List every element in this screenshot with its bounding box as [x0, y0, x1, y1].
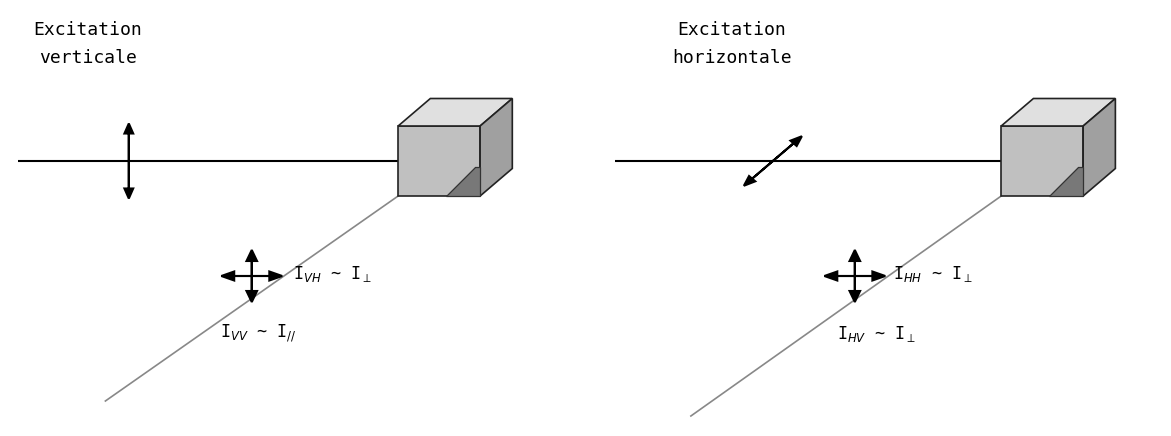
FancyArrow shape: [221, 272, 252, 280]
FancyArrow shape: [247, 276, 256, 302]
Polygon shape: [1001, 126, 1083, 196]
FancyArrow shape: [252, 272, 282, 280]
Text: horizontale: horizontale: [672, 48, 792, 67]
Polygon shape: [1083, 99, 1115, 196]
FancyArrow shape: [850, 250, 860, 276]
Polygon shape: [398, 99, 513, 126]
Text: I$_{HH}$ ~ I$_{\perp}$: I$_{HH}$ ~ I$_{\perp}$: [893, 263, 973, 283]
FancyArrow shape: [124, 161, 133, 198]
FancyArrow shape: [824, 272, 855, 280]
Polygon shape: [398, 126, 480, 196]
Polygon shape: [1001, 99, 1115, 126]
Polygon shape: [446, 167, 480, 196]
FancyArrow shape: [850, 276, 860, 302]
Text: I$_{VH}$ ~ I$_{\perp}$: I$_{VH}$ ~ I$_{\perp}$: [293, 263, 372, 283]
FancyArrow shape: [247, 250, 256, 276]
Polygon shape: [480, 99, 513, 196]
FancyArrow shape: [124, 123, 133, 161]
Text: I$_{HV}$ ~ I$_{\perp}$: I$_{HV}$ ~ I$_{\perp}$: [837, 324, 917, 344]
FancyArrow shape: [773, 136, 802, 161]
Polygon shape: [1049, 167, 1083, 196]
Text: Excitation: Excitation: [678, 21, 786, 39]
Text: I$_{VV}$ ~ I$_{//}$: I$_{VV}$ ~ I$_{//}$: [220, 323, 296, 344]
Text: verticale: verticale: [39, 48, 137, 67]
FancyArrow shape: [744, 161, 773, 186]
FancyArrow shape: [855, 272, 885, 280]
Text: Excitation: Excitation: [34, 21, 142, 39]
